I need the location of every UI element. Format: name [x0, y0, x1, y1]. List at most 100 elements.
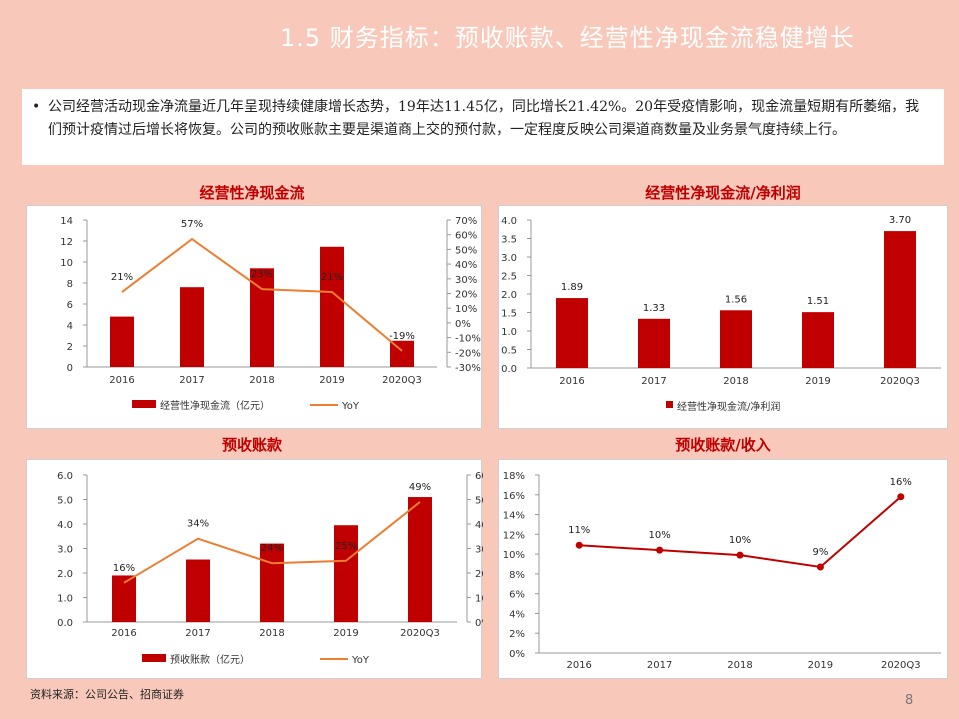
line-data-label: 21%: [111, 272, 133, 283]
line-data-label: 57%: [181, 219, 203, 230]
y-tick-label: 3.5: [501, 235, 517, 246]
x-category-label: 2018: [249, 375, 274, 386]
y-tick-label: 4.0: [501, 216, 517, 227]
y-tick-label: 0%: [509, 649, 525, 660]
x-category-label: 2016: [566, 660, 591, 671]
line-data-label: 24%: [261, 543, 283, 554]
line-point: [575, 541, 583, 549]
y2-tick-label: 50%: [475, 496, 483, 507]
x-category-label: 2020Q3: [382, 375, 422, 386]
y-tick-label: 8: [67, 279, 73, 290]
legend-label: YoY: [351, 655, 370, 666]
x-category-label: 2020Q3: [400, 628, 440, 639]
bar: [720, 310, 752, 368]
y-tick-label: 1.0: [57, 594, 73, 605]
x-category-label: 2018: [727, 660, 752, 671]
line-point: [897, 493, 905, 501]
legend-label: YoY: [341, 401, 360, 412]
y2-tick-label: 0%: [455, 319, 471, 330]
bar-data-label: 3.70: [889, 215, 911, 226]
line-data-label: 21%: [321, 272, 343, 283]
legend-label: 经营性净现金流（亿元）: [160, 399, 270, 412]
x-category-label: 2018: [723, 376, 748, 387]
line-data-label: 9%: [812, 547, 828, 558]
advance-revenue-ratio-chart: 0% 2% 4% 6% 8% 10% 12% 14% 16% 18% 2016 2017 2018 201…: [503, 471, 941, 671]
y-tick-label: 4.0: [57, 520, 73, 531]
y2-tick-label: 20%: [455, 290, 477, 301]
x-category-label: 2016: [111, 628, 136, 639]
x-category-label: 2017: [179, 375, 204, 386]
line-point: [656, 546, 664, 554]
y2-tick-label: -30%: [455, 363, 481, 374]
bar-data-label: 1.89: [561, 282, 583, 293]
y-tick-label: 0.0: [57, 618, 73, 629]
line-data-label: -19%: [389, 331, 415, 342]
y-tick-label: 3.0: [57, 545, 73, 556]
y2-tick-label: 30%: [455, 275, 477, 286]
y-tick-label: 5.0: [57, 496, 73, 507]
y-tick-label: 6: [67, 300, 73, 311]
y2-tick-label: 60%: [475, 471, 483, 482]
legend-swatch: [666, 401, 673, 408]
x-category-label: 2020Q3: [880, 376, 920, 387]
y2-tick-label: 10%: [475, 594, 483, 605]
legend-swatch: [142, 654, 166, 662]
line-data-label: 16%: [113, 563, 135, 574]
chart-panel-advance-receipts: 0.0 1.0 2.0 3.0 4.0 5.0 6.0 0% 10% 20% 30% 40% 50% 60…: [26, 459, 483, 679]
y2-tick-label: 60%: [455, 231, 477, 242]
bar: [638, 318, 670, 368]
x-category-label: 2017: [641, 376, 666, 387]
legend-label: 经营性净现金流/净利润: [677, 400, 780, 413]
bar: [408, 497, 432, 622]
y-tick-label: 1.5: [501, 309, 517, 320]
legend-label: 预收账款（亿元）: [170, 653, 250, 666]
y2-tick-label: 20%: [475, 569, 483, 580]
y2-tick-label: 10%: [455, 304, 477, 315]
line-point: [816, 563, 824, 571]
chart-panel-cashflow: 0 2 4 6 8 10 12 14 -30% -20% -10% 0% 10% 20% 30% 40% 50%…: [26, 205, 482, 429]
x-category-label: 2016: [109, 375, 134, 386]
line-data-label: 10%: [648, 530, 670, 541]
line-data-label: 10%: [729, 535, 751, 546]
chart-title-cashflow-ratio: 经营性净现金流/净利润: [645, 184, 801, 202]
slide-title: 1.5 财务指标：预收账款、经营性净现金流稳健增长: [280, 24, 855, 52]
chart-title-advance-receipts: 预收账款: [221, 436, 282, 454]
x-category-label: 2019: [333, 628, 358, 639]
y-tick-label: 1.0: [501, 327, 517, 338]
y-tick-label: 8%: [509, 570, 525, 581]
bar: [884, 231, 916, 368]
y2-tick-label: -10%: [455, 334, 481, 345]
chart-title-advance-revenue-ratio: 预收账款/收入: [675, 436, 771, 454]
y-tick-label: 10: [60, 258, 73, 269]
bar: [556, 298, 588, 368]
y-tick-label: 10%: [503, 550, 525, 561]
source-note: 资料来源：公司公告、招商证券: [30, 688, 184, 701]
y-tick-label: 16%: [503, 491, 525, 502]
y-tick-label: 14: [60, 216, 73, 227]
y-tick-label: 2%: [509, 629, 525, 640]
series-line: [123, 501, 421, 584]
bar: [180, 287, 204, 367]
y-tick-label: 6.0: [57, 471, 73, 482]
line-data-label: 11%: [568, 525, 590, 536]
y2-tick-label: 50%: [455, 245, 477, 256]
cashflow-ratio-chart: 0.0 0.5 1.0 1.5 2.0 2.5 3.0 3.5 4.0 2016 2017 2018 2…: [501, 215, 941, 413]
bar-data-label: 1.51: [807, 296, 829, 307]
y-tick-label: 4%: [509, 609, 525, 620]
line-data-label: 16%: [890, 477, 912, 488]
bar: [186, 559, 210, 622]
line-data-label: 49%: [409, 482, 431, 493]
bullet-point: •: [32, 99, 41, 115]
y-tick-label: 12: [60, 237, 73, 248]
y-tick-label: 2.5: [501, 272, 517, 283]
bar: [110, 316, 134, 367]
legend-swatch: [132, 400, 156, 408]
summary-text: 公司经营活动现金净流量近几年呈现持续健康增长态势，19年达11.45亿，同比增长…: [48, 99, 920, 138]
chart-title-cashflow: 经营性净现金流: [199, 184, 305, 202]
bar: [320, 246, 344, 367]
cashflow-chart: 0 2 4 6 8 10 12 14 -30% -20% -10% 0% 10% 20% 30% 40% 50%…: [60, 216, 481, 412]
y2-tick-label: 40%: [455, 260, 477, 271]
y-tick-label: 2.0: [501, 290, 517, 301]
line-data-label: 23%: [251, 269, 273, 280]
advance-receipts-chart: 0.0 1.0 2.0 3.0 4.0 5.0 6.0 0% 10% 20% 30% 40% 50% 60…: [57, 471, 483, 666]
